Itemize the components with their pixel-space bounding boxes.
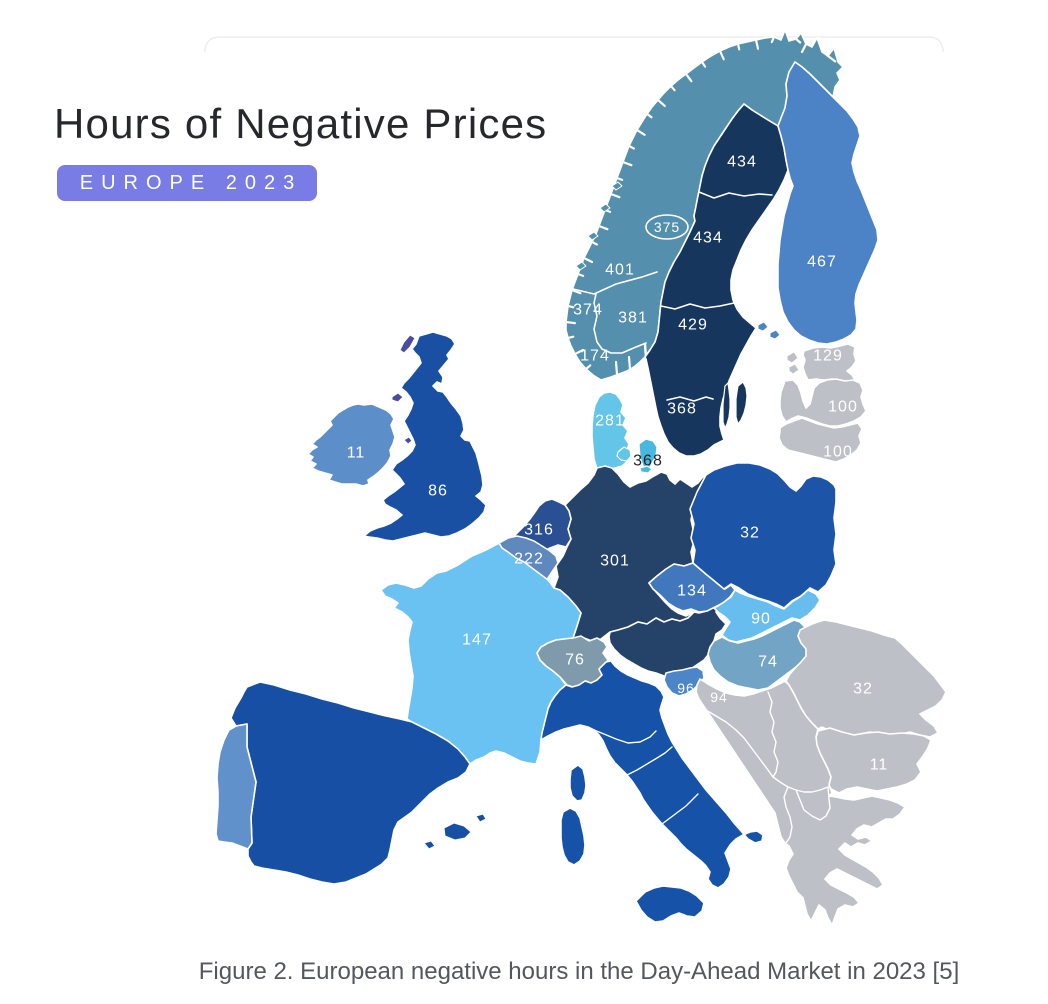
svg-text:76: 76 <box>565 652 585 669</box>
svg-text:74: 74 <box>758 654 778 671</box>
svg-text:134: 134 <box>677 583 707 600</box>
svg-text:281: 281 <box>595 413 625 430</box>
svg-text:434: 434 <box>693 230 723 247</box>
svg-text:100: 100 <box>823 444 853 461</box>
svg-text:434: 434 <box>727 154 757 171</box>
svg-text:375: 375 <box>654 219 680 235</box>
svg-text:222: 222 <box>514 551 544 568</box>
svg-text:11: 11 <box>347 445 366 462</box>
svg-text:96: 96 <box>677 680 695 696</box>
svg-text:100: 100 <box>828 399 858 416</box>
svg-text:467: 467 <box>807 254 837 271</box>
svg-text:316: 316 <box>524 522 554 539</box>
svg-text:32: 32 <box>853 681 873 698</box>
svg-text:11: 11 <box>870 757 889 774</box>
svg-text:129: 129 <box>813 348 843 365</box>
svg-text:32: 32 <box>740 525 760 542</box>
svg-text:90: 90 <box>751 611 771 628</box>
svg-text:429: 429 <box>678 317 708 334</box>
svg-text:374: 374 <box>573 302 603 319</box>
svg-text:368: 368 <box>633 453 663 470</box>
svg-text:147: 147 <box>462 632 492 649</box>
svg-text:94: 94 <box>710 689 728 705</box>
svg-text:368: 368 <box>667 401 697 418</box>
svg-text:381: 381 <box>618 310 648 327</box>
svg-text:401: 401 <box>605 262 635 279</box>
svg-text:174: 174 <box>580 348 610 365</box>
svg-text:86: 86 <box>428 483 448 500</box>
svg-text:301: 301 <box>600 553 630 570</box>
